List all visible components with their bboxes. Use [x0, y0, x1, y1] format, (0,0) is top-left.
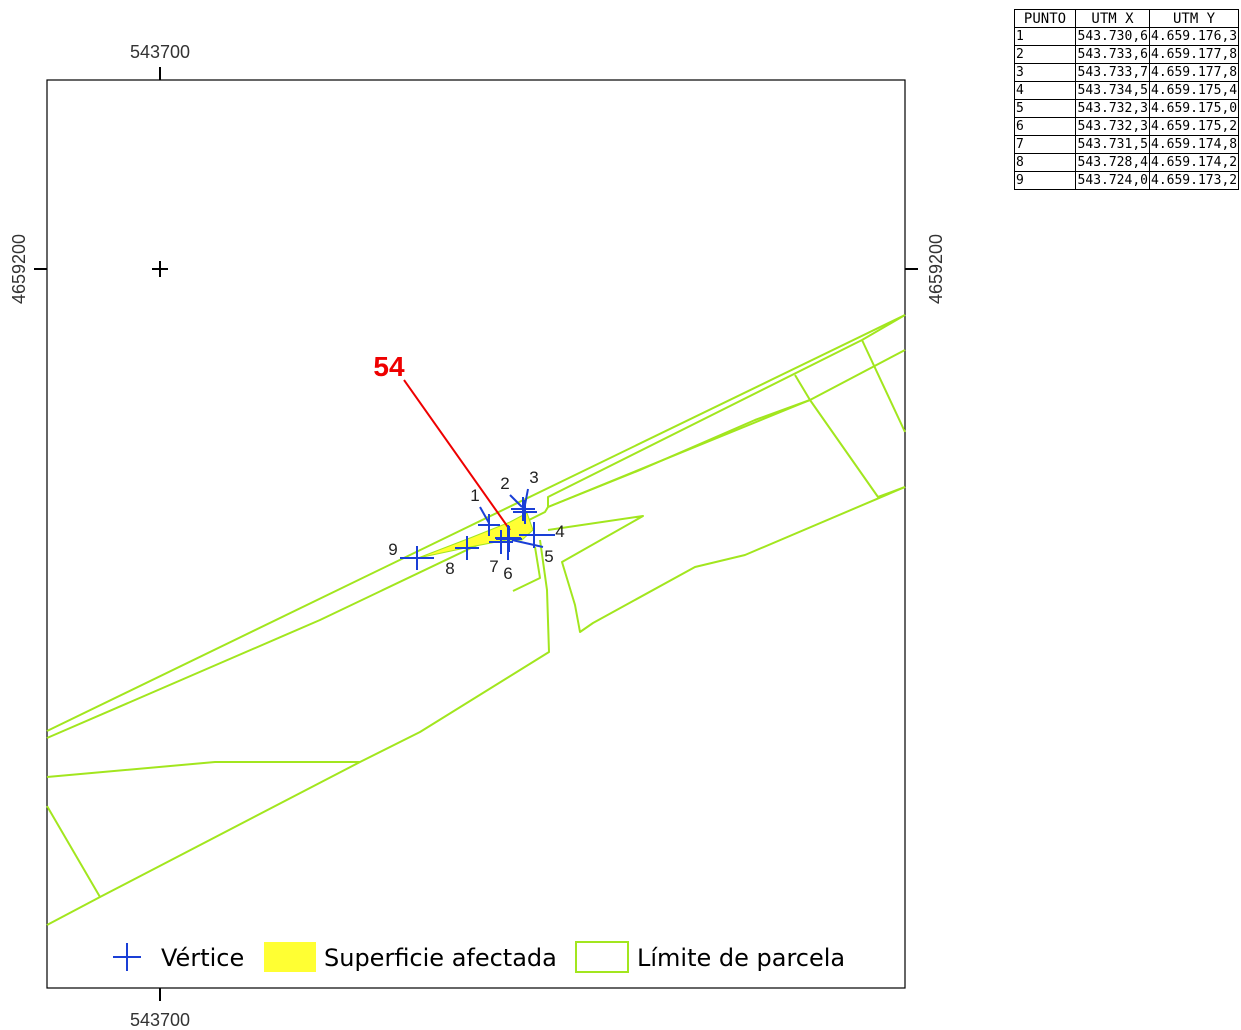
vertex-labels: 1 2 3 4 5 6 7 8 9 — [388, 468, 564, 583]
cell-utm-x: 543.731,5 — [1075, 135, 1150, 154]
vertex-marker-1 — [478, 506, 500, 536]
cell-utm-y: 4.659.175,4 — [1148, 81, 1240, 100]
legend-boundary-label: Límite de parcela — [637, 944, 845, 972]
legend-affected-label: Superficie afectada — [324, 944, 557, 972]
cell-utm-y: 4.659.176,3 — [1148, 27, 1240, 46]
cell-punto: 5 — [1014, 99, 1076, 118]
table-row: 8 543.728,4 4.659.174,2 — [1014, 153, 1240, 172]
cell-utm-x: 543.728,4 — [1075, 153, 1150, 172]
vertex-marker-9 — [400, 546, 434, 570]
vertex-marker-4 — [519, 522, 555, 548]
cell-utm-y: 4.659.173,2 — [1148, 171, 1240, 190]
x-coord-label-top: 543700 — [130, 42, 190, 62]
table-row: 3 543.733,7 4.659.177,8 — [1014, 63, 1240, 82]
cell-punto: 8 — [1014, 153, 1076, 172]
table-row: 4 543.734,5 4.659.175,4 — [1014, 81, 1240, 100]
table-row: 5 543.732,3 4.659.175,0 — [1014, 99, 1240, 118]
vertex-label-9: 9 — [388, 540, 397, 559]
cell-utm-y: 4.659.175,0 — [1148, 99, 1240, 118]
vertex-label-1: 1 — [470, 486, 479, 505]
cell-punto: 9 — [1014, 171, 1076, 190]
legend-boundary-swatch — [575, 941, 629, 973]
parcel-boundary — [547, 399, 906, 508]
vertex-label-4: 4 — [555, 522, 564, 541]
x-coord-label-bottom: 543700 — [130, 1010, 190, 1030]
table-row: 6 543.732,3 4.659.175,2 — [1014, 117, 1240, 136]
cell-utm-x: 543.730,6 — [1075, 27, 1150, 46]
y-coord-label-right: 4659200 — [926, 234, 946, 304]
vertex-marker-7 — [489, 530, 513, 554]
legend-vertex-icon — [113, 943, 141, 971]
cell-punto: 2 — [1014, 45, 1076, 64]
table-row: 7 543.731,5 4.659.174,8 — [1014, 135, 1240, 154]
cell-utm-x: 543.724,0 — [1075, 171, 1150, 190]
affected-surface — [417, 512, 534, 559]
y-coord-label-left: 4659200 — [9, 234, 29, 304]
vertex-label-6: 6 — [503, 564, 512, 583]
column-header-utm-y: UTM Y — [1148, 9, 1240, 28]
cell-utm-x: 543.732,3 — [1075, 117, 1150, 136]
vertex-marker-3 — [513, 488, 537, 524]
cell-utm-y: 4.659.174,8 — [1148, 135, 1240, 154]
cell-utm-y: 4.659.177,8 — [1148, 63, 1240, 82]
vertex-label-8: 8 — [445, 559, 454, 578]
table-row: 2 543.733,6 4.659.177,8 — [1014, 45, 1240, 64]
table-row: 1 543.730,6 4.659.176,3 — [1014, 27, 1240, 46]
cell-utm-x: 543.732,3 — [1075, 99, 1150, 118]
grid-cross-marker — [152, 261, 168, 277]
map-frame — [46, 79, 906, 989]
cell-punto: 7 — [1014, 135, 1076, 154]
legend-affected-swatch — [264, 942, 316, 972]
vertex-markers — [400, 488, 555, 570]
vertex-label-5: 5 — [544, 547, 553, 566]
parcel-boundary — [46, 539, 550, 778]
parcel-leader-line — [403, 379, 511, 531]
legend-vertex-label: Vértice — [161, 944, 244, 972]
vertex-marker-8 — [455, 536, 479, 560]
column-header-punto: PUNTO — [1014, 9, 1076, 28]
cell-utm-y: 4.659.175,2 — [1148, 117, 1240, 136]
vertex-coordinates-table: PUNTO UTM X UTM Y 1 543.730,6 4.659.176,3 2… — [1014, 9, 1240, 190]
parcel-number-label: 54 — [373, 351, 405, 382]
cell-utm-y: 4.659.177,8 — [1148, 45, 1240, 64]
cell-utm-x: 543.733,7 — [1075, 63, 1150, 82]
parcel-boundary — [46, 761, 361, 898]
cell-utm-y: 4.659.174,2 — [1148, 153, 1240, 172]
parcel-boundary — [861, 339, 906, 433]
map-legend: Vértice Superficie afectada Límite de pa… — [113, 941, 845, 973]
cell-punto: 4 — [1014, 81, 1076, 100]
vertex-label-7: 7 — [489, 557, 498, 576]
parcel-boundary — [46, 314, 906, 732]
table-row: 9 543.724,0 4.659.173,2 — [1014, 171, 1240, 190]
cell-punto: 6 — [1014, 117, 1076, 136]
parcel-boundary — [46, 896, 101, 926]
column-header-utm-x: UTM X — [1075, 9, 1150, 28]
cell-utm-x: 543.734,5 — [1075, 81, 1150, 100]
parcel-boundary — [794, 374, 811, 401]
cell-punto: 1 — [1014, 27, 1076, 46]
vertex-label-3: 3 — [529, 468, 538, 487]
parcel-boundary — [512, 546, 541, 592]
vertex-marker-2 — [509, 494, 535, 521]
parcel-boundary — [547, 486, 906, 633]
cell-utm-x: 543.733,6 — [1075, 45, 1150, 64]
parcel-boundaries — [46, 314, 906, 926]
parcel-boundary — [547, 314, 906, 508]
table-header-row: PUNTO UTM X UTM Y — [1014, 9, 1240, 28]
cell-punto: 3 — [1014, 63, 1076, 82]
parcel-boundary — [46, 526, 516, 739]
vertex-label-2: 2 — [500, 474, 509, 493]
